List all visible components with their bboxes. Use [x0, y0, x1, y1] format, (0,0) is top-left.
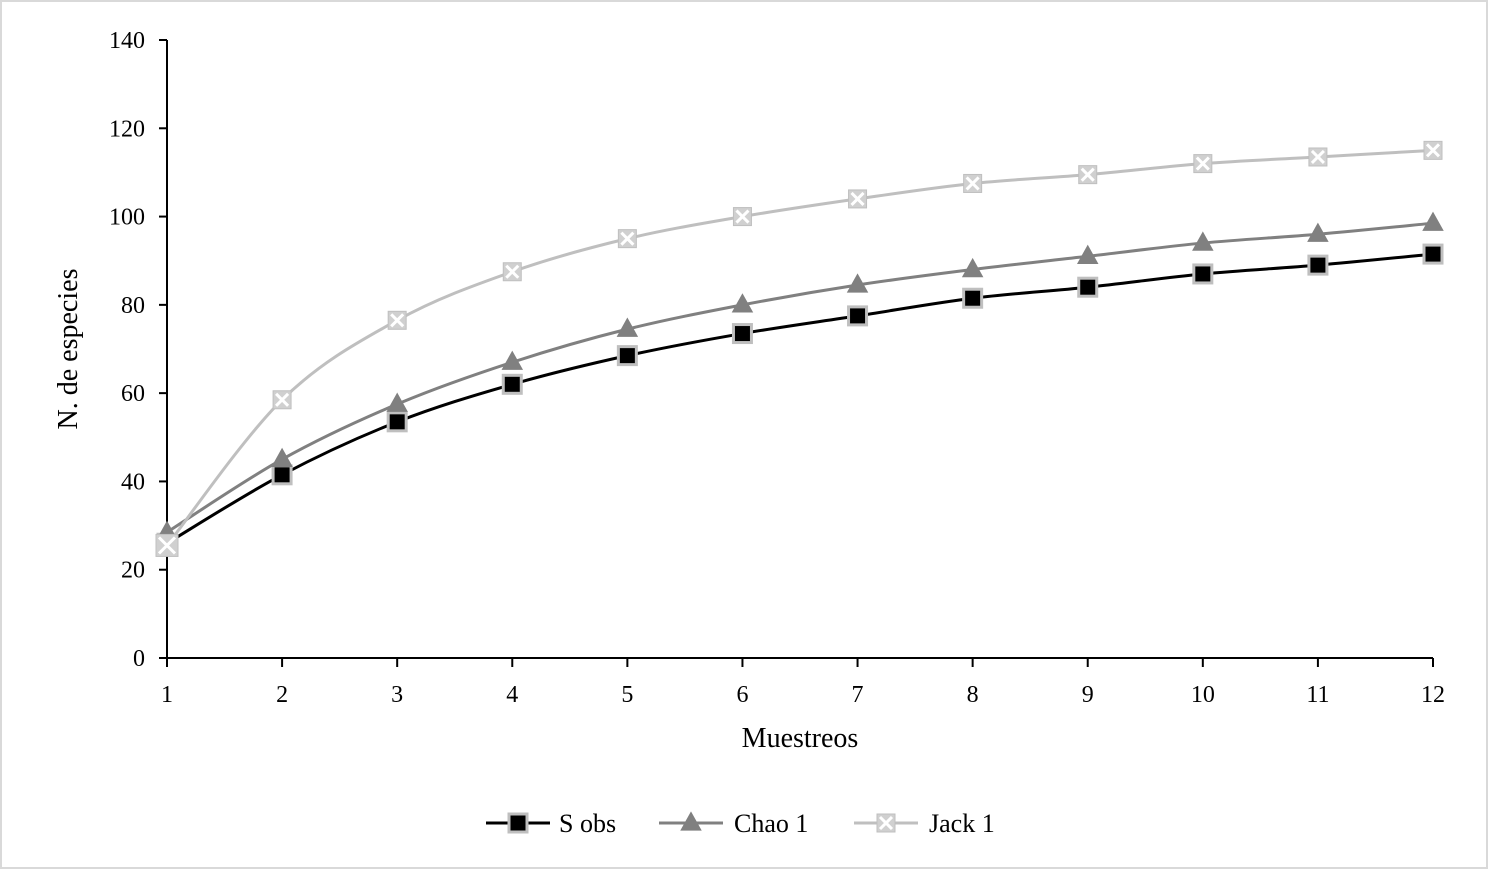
series-line-chao-1: [166, 221, 1434, 534]
data-point-jack-1-4: [502, 262, 522, 282]
data-point-jack-1-8: [963, 173, 983, 193]
data-point-jack-1-5-cross: [620, 231, 635, 246]
y-tick-label-80: 80: [121, 293, 145, 319]
data-point-chao-1-2: [271, 447, 293, 468]
data-point-jack-1-2: [272, 390, 292, 410]
x-tick-label-6: 6: [736, 682, 748, 708]
x-tick-label-10: 10: [1191, 682, 1215, 708]
x-axis-title: Muestreos: [742, 723, 859, 754]
data-point-s-obs-6: [731, 323, 753, 345]
data-point-s-obs-5: [616, 345, 638, 367]
series-chao-1: [156, 211, 1444, 540]
data-point-s-obs-7: [847, 305, 869, 327]
series-jack-1: [155, 140, 1443, 557]
data-point-chao-1-5: [616, 317, 639, 337]
data-point-jack-1-1: [155, 533, 179, 557]
data-point-chao-1-10: [1192, 231, 1214, 251]
data-point-chao-1-4: [501, 350, 524, 370]
data-point-chao-1-11: [1307, 222, 1329, 242]
y-tick-label-140: 140: [109, 28, 145, 54]
data-point-jack-1-10: [1193, 154, 1213, 174]
data-point-jack-1-11: [1308, 147, 1328, 167]
y-tick-label-40: 40: [121, 469, 145, 495]
y-tick-label-120: 120: [109, 116, 145, 142]
data-point-s-obs-3: [386, 411, 408, 433]
data-point-jack-1-9: [1078, 165, 1098, 185]
series-layer: [155, 140, 1444, 557]
data-point-jack-1-12: [1423, 140, 1443, 160]
data-point-s-obs-12: [1422, 243, 1444, 265]
series-line-jack-1: [165, 148, 1434, 547]
x-tick-label-12: 12: [1421, 682, 1445, 708]
x-tick-label-9: 9: [1082, 682, 1094, 708]
x-tick-label-8: 8: [967, 682, 979, 708]
data-point-jack-1-3-cross: [390, 313, 405, 328]
legend-marker-jack-1-cross: [878, 815, 894, 831]
y-tick-label-0: 0: [133, 646, 145, 672]
data-point-s-obs-10: [1192, 263, 1214, 285]
data-point-s-obs-8: [962, 287, 984, 309]
legend-label-jack-1: Jack 1: [929, 809, 995, 838]
series-line-s-obs: [166, 252, 1434, 545]
legend-item-jack-1: Jack 1: [854, 809, 995, 838]
data-point-chao-1-9: [1076, 244, 1099, 264]
x-tick-label-3: 3: [391, 682, 403, 708]
legend-marker-jack-1: [876, 813, 896, 833]
y-tick-label-60: 60: [121, 381, 145, 407]
legend-label-s-obs: S obs: [559, 809, 616, 838]
data-point-jack-1-8-cross: [965, 176, 980, 191]
data-point-s-obs-4: [501, 373, 523, 395]
data-point-jack-1-6: [732, 207, 752, 227]
data-point-jack-1-3: [387, 310, 407, 330]
legend: S obs Chao 1 Jack 1: [486, 809, 995, 838]
data-point-chao-1-8: [961, 257, 984, 278]
data-point-jack-1-10-cross: [1195, 156, 1210, 171]
data-point-s-obs-2: [271, 464, 293, 486]
data-point-jack-1-1-cross: [157, 536, 177, 555]
data-point-chao-1-3: [386, 392, 408, 412]
legend-marker-s-obs: [507, 812, 529, 834]
data-point-chao-1-6: [731, 293, 754, 313]
x-tick-label-7: 7: [852, 682, 864, 708]
x-tick-label-4: 4: [506, 682, 518, 708]
legend-item-chao-1: Chao 1: [659, 809, 808, 838]
data-point-jack-1-6-cross: [735, 209, 750, 224]
data-point-jack-1-12-cross: [1425, 143, 1441, 158]
data-point-jack-1-9-cross: [1080, 167, 1095, 182]
data-point-jack-1-4-cross: [505, 264, 520, 279]
data-point-s-obs-9: [1077, 276, 1099, 298]
x-tick-label-2: 2: [276, 682, 288, 708]
legend-item-s-obs: S obs: [486, 809, 616, 838]
data-point-chao-1-7: [846, 273, 869, 293]
data-point-jack-1-2-cross: [275, 392, 290, 407]
x-tick-label-5: 5: [621, 682, 633, 708]
y-axis-title: N. de especies: [53, 269, 84, 430]
y-tick-label-20: 20: [121, 558, 145, 584]
x-tick-label-1: 1: [161, 682, 173, 708]
data-point-chao-1-12: [1422, 211, 1444, 231]
data-point-jack-1-5: [617, 229, 637, 249]
data-point-jack-1-7: [848, 189, 868, 209]
series-s-obs: [156, 243, 1444, 554]
data-point-s-obs-11: [1307, 254, 1329, 276]
data-point-jack-1-7-cross: [850, 191, 865, 206]
legend-label-chao-1: Chao 1: [734, 809, 808, 838]
data-point-jack-1-11-cross: [1310, 149, 1325, 165]
x-tick-label-11: 11: [1306, 682, 1329, 708]
y-tick-label-100: 100: [109, 205, 145, 231]
legend-marker-chao-1: [680, 811, 702, 831]
